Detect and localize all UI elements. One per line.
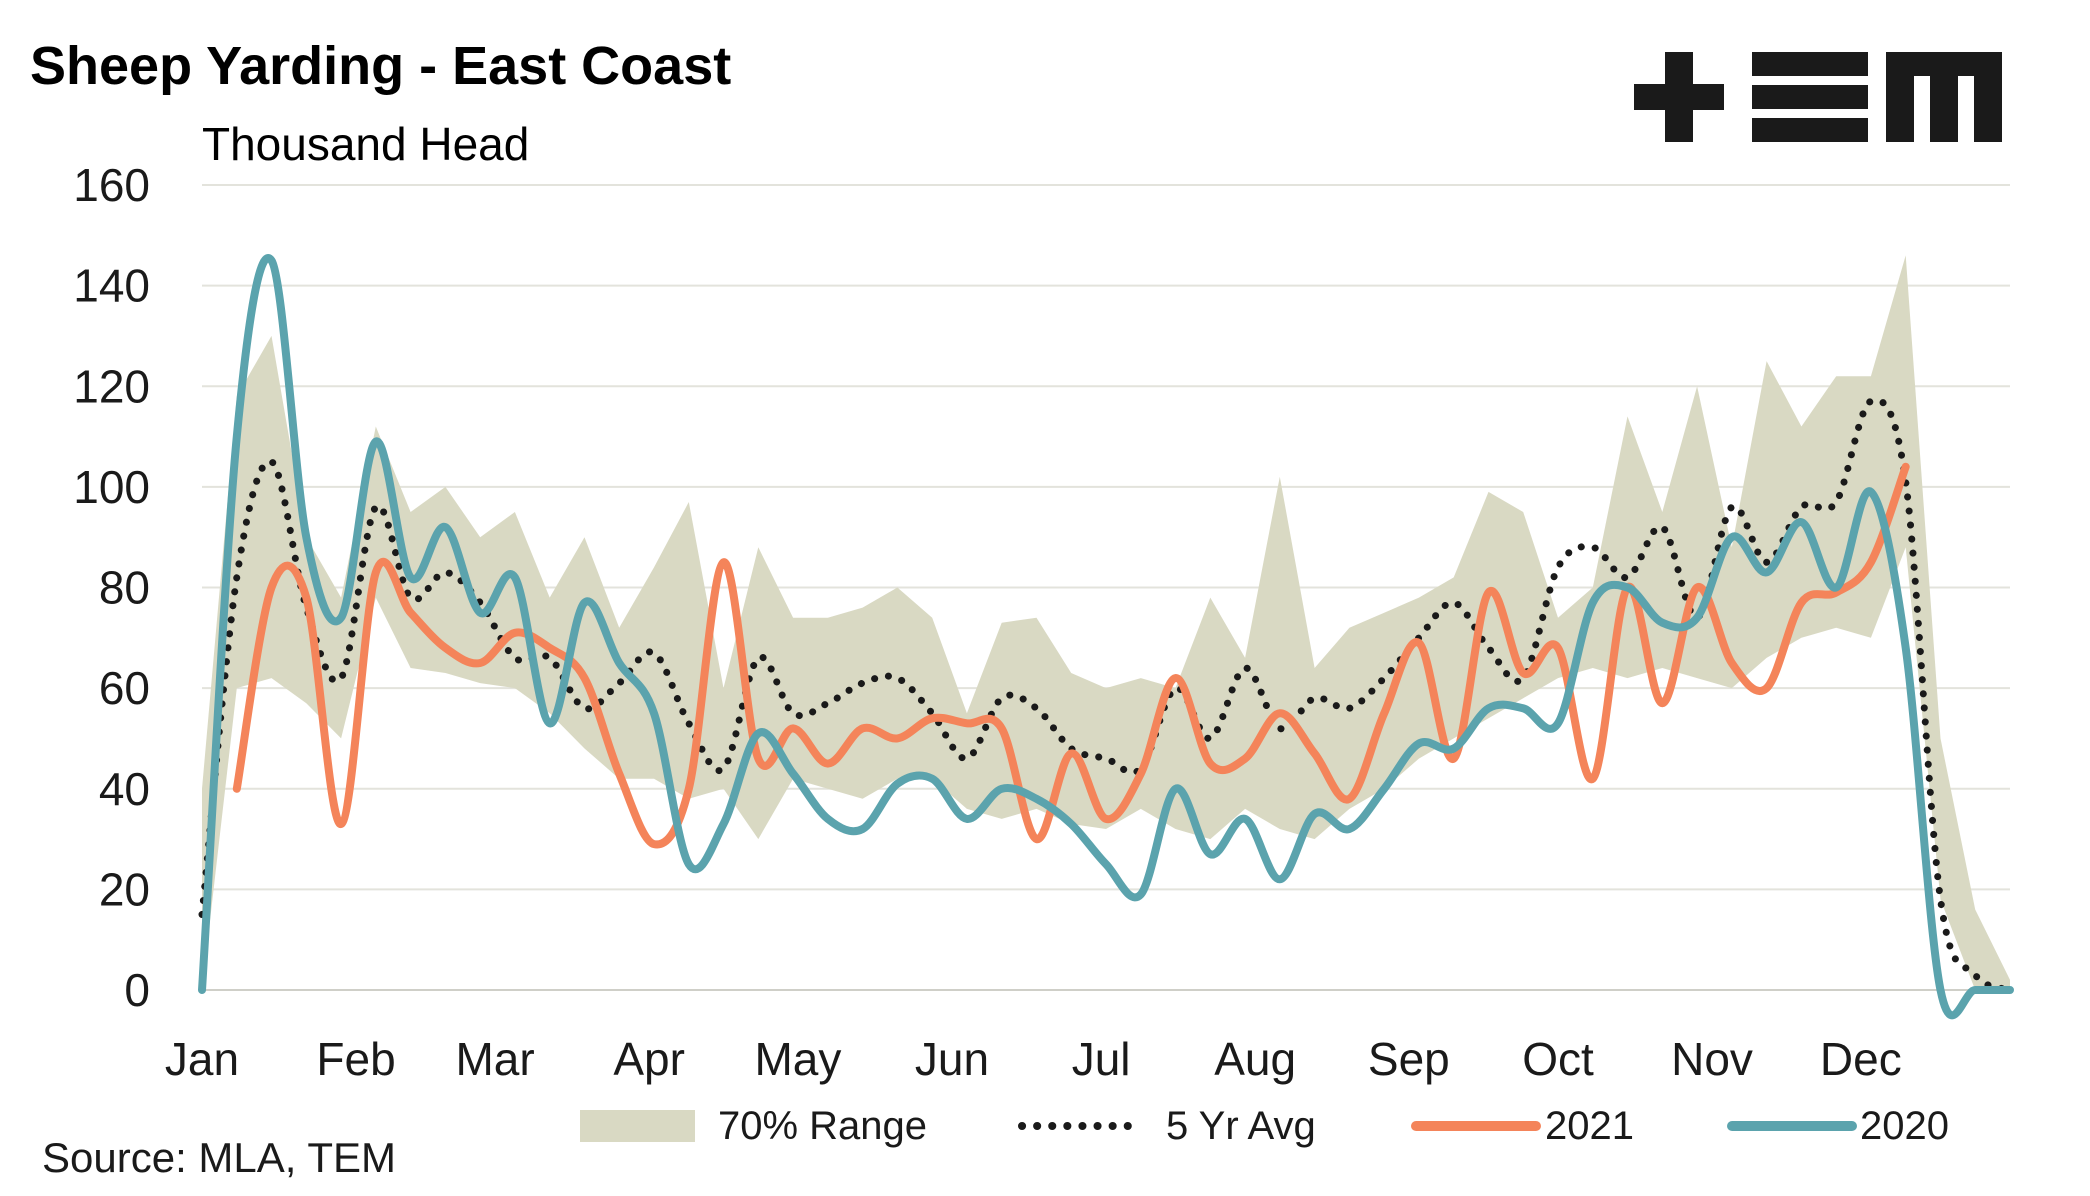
x-tick-label-jul: Jul <box>1072 1033 1131 1085</box>
y-tick-label: 0 <box>124 964 150 1016</box>
legend-label-2020: 2020 <box>1860 1104 1949 1148</box>
range-70-band <box>202 255 2010 990</box>
y-axis-ticks: 0 20 40 60 80 100 120 140 160 <box>73 159 150 1016</box>
x-tick-label-dec: Dec <box>1820 1033 1902 1085</box>
x-tick-label-nov: Nov <box>1671 1033 1753 1085</box>
tem-logo <box>1634 52 2002 142</box>
x-tick-label-oct: Oct <box>1522 1033 1594 1085</box>
legend-swatch-range <box>580 1110 695 1142</box>
legend-label-range: 70% Range <box>718 1104 927 1148</box>
y-tick-label: 120 <box>73 360 150 412</box>
plot-area <box>198 254 2014 1020</box>
y-tick-label: 140 <box>73 260 150 312</box>
y-tick-label: 80 <box>99 562 150 614</box>
series-2021-line <box>232 462 1910 849</box>
legend-label-2021: 2021 <box>1545 1104 1634 1148</box>
x-axis-ticks: Jan Feb Mar Apr May Jun Jul Aug Sep Oct Nov Dec <box>165 1033 1902 1085</box>
x-tick-label-feb: Feb <box>316 1033 395 1085</box>
legend-label-avg: 5 Yr Avg <box>1166 1104 1316 1148</box>
source-note: Source: MLA, TEM <box>42 1134 396 1181</box>
x-tick-label-may: May <box>754 1033 841 1085</box>
y-tick-label: 20 <box>99 863 150 915</box>
legend: 70% Range 5 Yr Avg 2021 2020 <box>580 1104 1949 1148</box>
y-axis-unit-label: Thousand Head <box>202 118 529 170</box>
x-tick-label-jan: Jan <box>165 1033 239 1085</box>
chart-title: Sheep Yarding - East Coast <box>30 36 731 96</box>
series-2020-line <box>198 254 2014 1020</box>
x-tick-label-aug: Aug <box>1214 1033 1296 1085</box>
x-tick-label-apr: Apr <box>613 1033 685 1085</box>
x-tick-label-sep: Sep <box>1368 1033 1450 1085</box>
y-tick-label: 100 <box>73 461 150 513</box>
x-tick-label-mar: Mar <box>455 1033 534 1085</box>
x-tick-label-jun: Jun <box>915 1033 989 1085</box>
y-tick-label: 160 <box>73 159 150 211</box>
y-tick-label: 40 <box>99 763 150 815</box>
series-5yr-avg-line <box>198 396 2014 994</box>
y-tick-label: 60 <box>99 662 150 714</box>
